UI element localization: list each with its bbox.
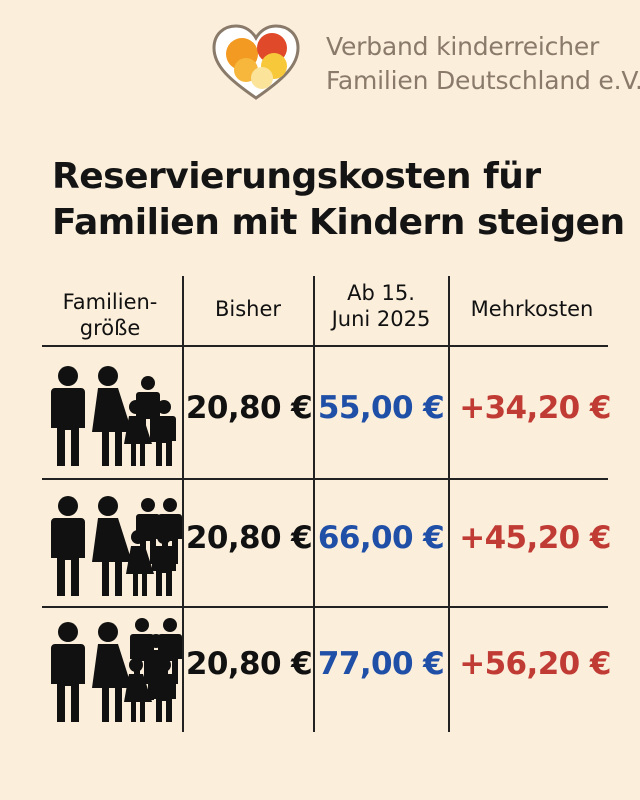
row3-previous-price: 20,80 € [185, 646, 313, 682]
row2-extra-cost: +45,20 € [459, 520, 611, 556]
header-extra-cost: Mehrkosten [470, 297, 594, 321]
family-2-adults-4-children-icon [51, 496, 182, 596]
header-new-line2: Juni 2025 [331, 307, 431, 331]
header-new: Ab 15. Juni 2025 [316, 280, 446, 332]
row1-previous-price: 20,80 € [185, 390, 313, 426]
price-table: Familien- größe Bisher Ab 15. Juni 2025 … [0, 270, 640, 732]
organization-name: Verband kinderreicher Familien Deutschla… [326, 30, 640, 98]
organization-name-line2: Familien Deutschland e.V. [326, 66, 640, 95]
header-family-size-line1: Familien- [62, 290, 158, 314]
row2-new-price: 66,00 € [317, 520, 445, 556]
row1-extra-cost: +34,20 € [459, 390, 611, 426]
row3-new-price: 77,00 € [317, 646, 445, 682]
header-new-line1: Ab 15. [347, 281, 415, 305]
family-2-adults-5-children-icon [51, 618, 182, 722]
headline-line2: Familien mit Kindern steigen [52, 202, 625, 243]
header-family-size: Familien- größe [40, 289, 180, 341]
family-2-adults-2-children-icon [51, 366, 176, 466]
row1-new-price: 55,00 € [317, 390, 445, 426]
header-family-size-line2: größe [79, 316, 141, 340]
headline-line1: Reservierungskosten für [52, 156, 541, 197]
row2-previous-price: 20,80 € [185, 520, 313, 556]
header-previous: Bisher [214, 297, 282, 321]
headline: Reservierungskosten für Familien mit Kin… [52, 154, 625, 246]
heart-circles-logo-icon [212, 24, 300, 100]
row3-extra-cost: +56,20 € [459, 646, 611, 682]
organization-name-line1: Verband kinderreicher [326, 32, 600, 61]
